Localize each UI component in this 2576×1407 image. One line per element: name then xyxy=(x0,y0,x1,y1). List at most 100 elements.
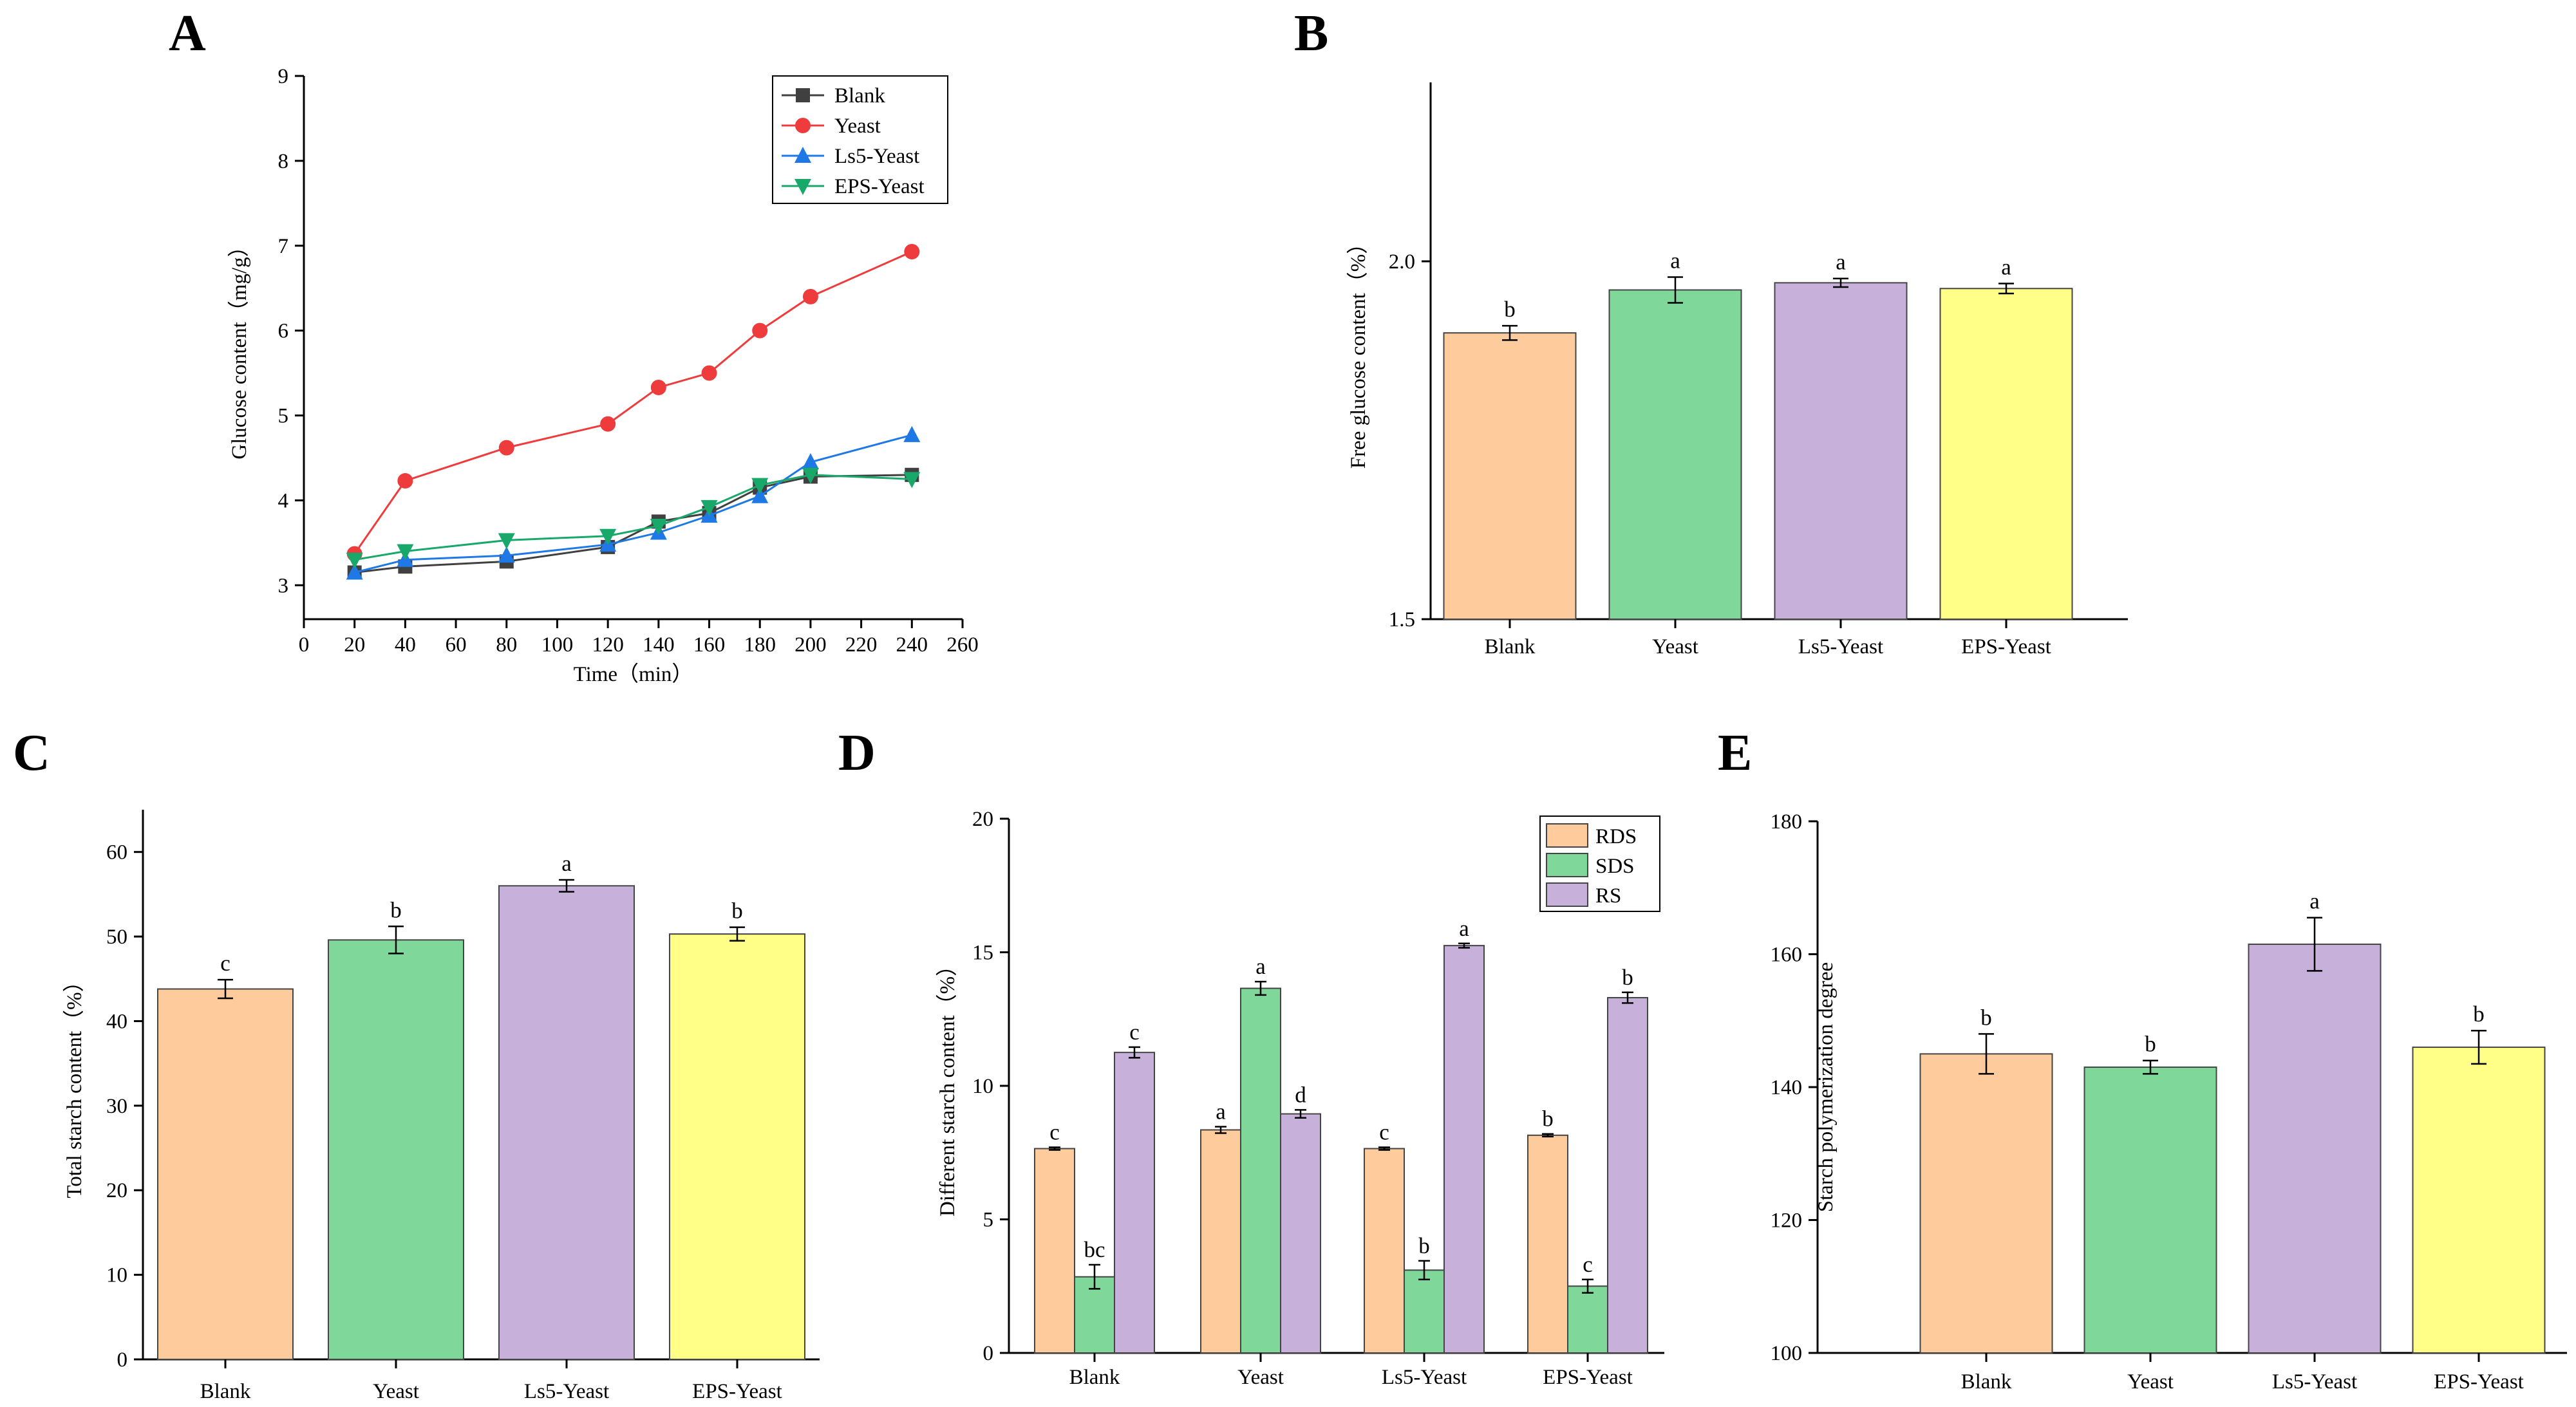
data-point xyxy=(751,478,769,494)
y-tick-label: 7 xyxy=(278,235,289,258)
legend-label: EPS-Yeast xyxy=(834,175,925,198)
x-tick-label: 100 xyxy=(541,633,574,657)
significance-letter: b xyxy=(390,897,402,922)
category-label: Blank xyxy=(200,1380,251,1403)
data-point xyxy=(498,546,515,563)
legend-marker xyxy=(796,88,810,102)
panel-letter: D xyxy=(838,725,876,781)
y-tick-label: 20 xyxy=(972,808,993,831)
significance-letter: b xyxy=(1542,1106,1554,1132)
y-tick-label: 40 xyxy=(106,1010,127,1033)
data-point xyxy=(498,533,515,550)
significance-letter: a xyxy=(1216,1099,1226,1124)
legend-swatch xyxy=(1546,853,1588,877)
series-line-ls5-yeast xyxy=(354,434,912,573)
y-axis-title: Free glucose content（%） xyxy=(1347,233,1370,469)
bar-sds xyxy=(1404,1269,1445,1354)
y-tick-label: 60 xyxy=(106,841,127,864)
x-tick-label: 200 xyxy=(794,633,827,657)
y-tick-label: 10 xyxy=(972,1075,993,1098)
data-point xyxy=(498,440,514,456)
legend-label: SDS xyxy=(1595,855,1635,878)
bar-blank xyxy=(157,988,294,1360)
y-tick-label: 140 xyxy=(1771,1076,1803,1099)
x-tick-label: 80 xyxy=(496,633,517,657)
y-tick-label: 5 xyxy=(278,405,289,428)
bar-ls5-yeast xyxy=(2248,944,2382,1354)
category-label: Ls5-Yeast xyxy=(524,1380,609,1403)
y-tick-label: 9 xyxy=(278,65,289,88)
legend-label: Blank xyxy=(834,84,885,107)
legend-label: Yeast xyxy=(834,115,881,138)
y-tick-label: 4 xyxy=(278,489,289,512)
y-tick-label: 100 xyxy=(1771,1342,1803,1365)
y-tick-label: 20 xyxy=(106,1179,127,1202)
bar-yeast xyxy=(2083,1067,2217,1354)
category-label: Ls5-Yeast xyxy=(2272,1370,2357,1393)
significance-letter: c xyxy=(1129,1020,1140,1045)
significance-letter: a xyxy=(561,851,572,876)
data-point xyxy=(346,563,363,580)
x-axis-title: Time（min） xyxy=(574,663,693,686)
bar-rs xyxy=(1607,997,1648,1354)
series-line-yeast xyxy=(353,250,912,555)
y-tick-label: 2.0 xyxy=(1389,250,1415,274)
bar-eps-yeast xyxy=(669,933,805,1360)
y-axis-title: Total starch content（%） xyxy=(63,971,86,1198)
legend-marker xyxy=(794,147,811,163)
bar-sds xyxy=(1240,987,1281,1354)
significance-letter: a xyxy=(1670,248,1680,273)
x-tick-label: 40 xyxy=(395,633,416,657)
significance-letter: c xyxy=(1583,1252,1593,1277)
category-label: Blank xyxy=(1485,635,1536,658)
data-point xyxy=(903,425,921,442)
category-label: Yeast xyxy=(1652,635,1698,658)
y-tick-label: 5 xyxy=(983,1209,994,1232)
legend-swatch xyxy=(1546,882,1588,907)
category-label: Yeast xyxy=(1237,1366,1284,1389)
x-tick-label: 60 xyxy=(446,633,467,657)
bar-eps-yeast xyxy=(2412,1047,2546,1354)
x-tick-label: 220 xyxy=(845,633,878,657)
significance-letter: b xyxy=(1622,965,1633,990)
significance-letter: c xyxy=(220,951,230,976)
category-label: Yeast xyxy=(373,1380,419,1403)
panel-e: E 100 120 140 160 180 Starch polymerization de… xyxy=(1718,725,2567,1393)
bar-rds xyxy=(1034,1148,1075,1354)
data-point xyxy=(802,453,819,470)
significance-letter: a xyxy=(1459,916,1469,941)
data-point xyxy=(650,379,666,395)
significance-letter: b xyxy=(731,899,743,924)
significance-letter: d xyxy=(1295,1082,1306,1107)
data-point xyxy=(802,467,819,484)
data-point xyxy=(903,472,921,489)
y-tick-label: 160 xyxy=(1771,944,1803,967)
category-label: EPS-Yeast xyxy=(1543,1366,1633,1389)
y-tick-label: 50 xyxy=(106,926,127,949)
significance-letter: b xyxy=(1504,297,1516,322)
bar-ls5-yeast xyxy=(1774,282,1908,620)
series-line-eps-yeast xyxy=(354,474,912,561)
bar-rs xyxy=(1443,945,1485,1354)
category-label: Blank xyxy=(1961,1370,2012,1393)
y-tick-label: 15 xyxy=(972,942,993,965)
data-point xyxy=(650,518,667,535)
significance-letter: a xyxy=(2001,254,2011,279)
y-tick-label: 1.5 xyxy=(1389,608,1415,631)
bar-ls5-yeast xyxy=(498,885,635,1360)
significance-letter: b xyxy=(1980,1005,1992,1030)
category-label: Ls5-Yeast xyxy=(1798,635,1883,658)
bar-rs xyxy=(1280,1113,1321,1354)
y-tick-label: 30 xyxy=(106,1095,127,1118)
category-label: EPS-Yeast xyxy=(692,1380,782,1403)
x-tick-label: 120 xyxy=(592,633,624,657)
panel-letter: A xyxy=(169,5,206,62)
significance-letter: a xyxy=(2309,889,2320,914)
y-tick-label: 8 xyxy=(278,150,289,173)
data-point xyxy=(751,487,769,503)
significance-letter: b xyxy=(1418,1233,1430,1258)
category-label: Blank xyxy=(1069,1366,1120,1389)
y-axis-title: Different starch content（%） xyxy=(936,955,959,1216)
bar-rds xyxy=(1364,1148,1405,1354)
